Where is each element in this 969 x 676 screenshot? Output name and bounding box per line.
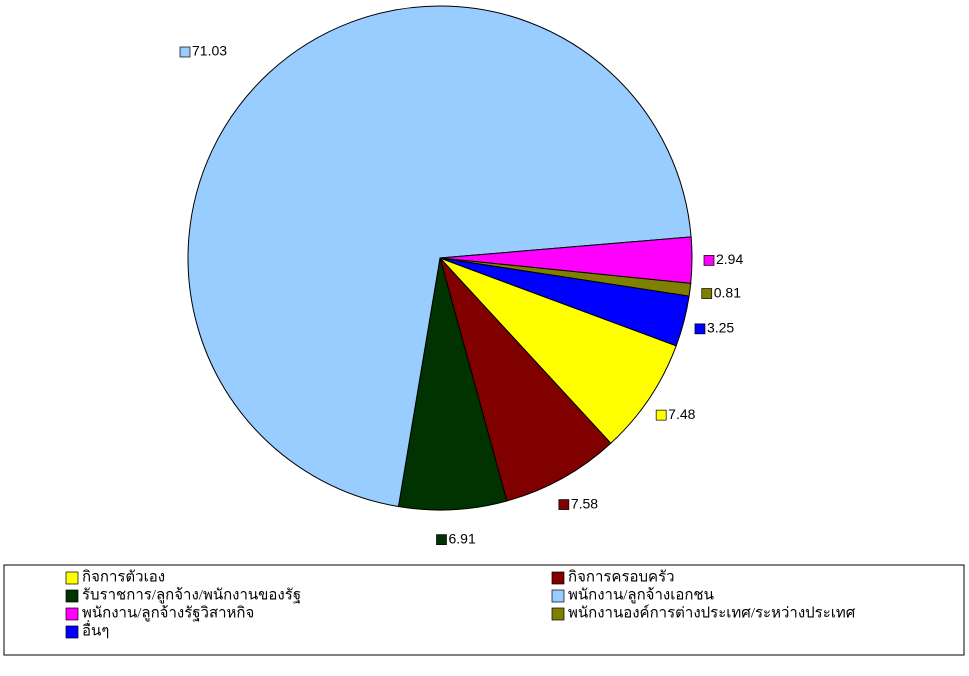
legend-label: อื่นๆ bbox=[82, 619, 109, 639]
label-swatch bbox=[436, 535, 446, 545]
legend-swatch bbox=[66, 572, 78, 584]
chart: 7.48 7.58 6.91 71.03 2.94 0.81 3.25 กิจการตัวเอ… bbox=[0, 0, 969, 676]
data-label: 7.58 bbox=[571, 495, 598, 511]
legend-swatch bbox=[66, 590, 78, 602]
data-label: 0.81 bbox=[714, 284, 741, 300]
legend-label: รับราชการ/ลูกจ้าง/พนักงานของรัฐ bbox=[82, 586, 301, 603]
legend-label: กิจการตัวเอง bbox=[82, 568, 165, 585]
data-label: 7.48 bbox=[668, 406, 695, 422]
data-label: 71.03 bbox=[192, 43, 227, 59]
legend-label: พนักงาน/ลูกจ้างรัฐวิสาหกิจ bbox=[82, 604, 254, 621]
label-swatch bbox=[695, 324, 705, 334]
legend-label: กิจการครอบครัว bbox=[568, 568, 675, 585]
label-swatch bbox=[559, 500, 569, 510]
page: 7.48 7.58 6.91 71.03 2.94 0.81 3.25 กิจการตัวเอ… bbox=[0, 0, 969, 676]
legend-swatch bbox=[66, 626, 78, 638]
legend-label: พนักงาน/ลูกจ้างเอกชน bbox=[568, 586, 714, 603]
data-label: 2.94 bbox=[716, 251, 743, 267]
label-swatch bbox=[702, 289, 712, 299]
data-label: 3.25 bbox=[707, 320, 734, 336]
legend-swatch bbox=[552, 590, 564, 602]
label-swatch bbox=[656, 410, 666, 420]
legend-swatch bbox=[66, 608, 78, 620]
legend-swatch bbox=[552, 572, 564, 584]
label-swatch bbox=[180, 47, 190, 57]
legend-label: พนักงานองค์การต่างประเทศ/ระหว่างประเทศ bbox=[568, 604, 856, 621]
legend-swatch bbox=[552, 608, 564, 620]
label-swatch bbox=[704, 255, 714, 265]
data-label: 6.91 bbox=[448, 530, 475, 546]
